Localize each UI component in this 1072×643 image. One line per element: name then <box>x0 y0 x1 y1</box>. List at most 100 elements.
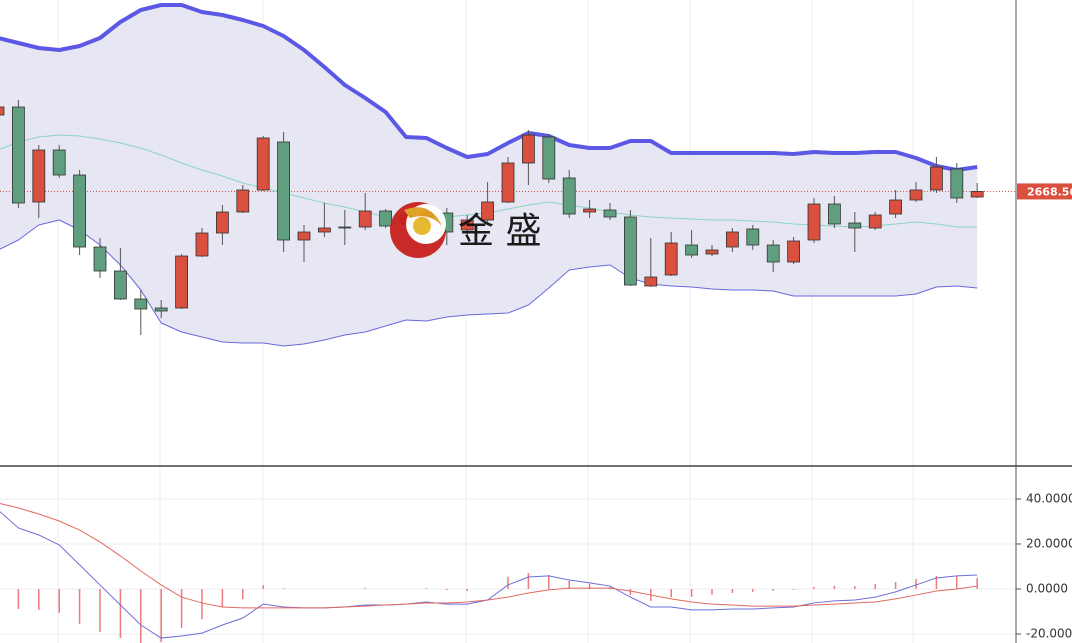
histogram-bar <box>262 585 264 589</box>
histogram-bar <box>792 588 795 590</box>
candle-body <box>32 149 46 203</box>
candle-body <box>501 162 515 203</box>
plot-area <box>0 3 1016 643</box>
histogram-bar <box>527 573 530 589</box>
candle-body <box>889 199 902 215</box>
candle-body <box>807 203 821 241</box>
candle-body <box>358 210 372 228</box>
candle-body <box>134 298 148 310</box>
histogram-bar <box>894 582 897 589</box>
histogram-bar <box>466 588 468 592</box>
candle-body <box>624 216 637 286</box>
histogram-bar <box>548 575 550 589</box>
candle-body <box>603 209 617 218</box>
candle-body <box>256 137 270 191</box>
candle-body <box>930 166 943 191</box>
candle-body <box>726 231 739 248</box>
candle-body <box>705 249 719 255</box>
logo-coin <box>413 217 431 235</box>
candle-body <box>542 136 556 180</box>
y-tick-label: 20.0000 <box>1026 536 1072 550</box>
histogram-bar <box>711 588 713 595</box>
histogram-bar <box>976 577 978 589</box>
histogram-bar <box>731 588 734 594</box>
macd-line <box>0 511 978 639</box>
histogram-bar <box>282 588 285 589</box>
candle-body <box>909 189 923 201</box>
histogram-bar <box>629 588 632 596</box>
histogram-bar <box>119 588 122 639</box>
histogram-bar <box>58 588 60 613</box>
histogram-bar <box>854 586 856 589</box>
axis-area: 2668.56 40.0000 20.0000 0.0000 -20.0000 <box>1016 183 1072 640</box>
candle-body <box>460 219 474 231</box>
band-fill <box>0 5 978 346</box>
band-line <box>0 3 978 172</box>
candle-body <box>828 203 841 225</box>
candle-body <box>93 246 107 272</box>
histogram-bar <box>507 576 509 589</box>
candle-body <box>154 307 168 312</box>
candle-body <box>195 232 209 257</box>
histogram-bar <box>956 575 958 589</box>
histogram-bar <box>588 583 591 589</box>
candle-body <box>562 177 576 215</box>
logo-swoosh <box>404 207 442 226</box>
candle-body <box>0 106 5 116</box>
histogram-bar <box>690 588 693 597</box>
candle-body <box>52 149 66 176</box>
histogram-bar <box>78 588 81 624</box>
candle-body <box>664 242 678 276</box>
candle-body <box>522 134 535 164</box>
candle-body <box>868 214 882 229</box>
histogram-bar <box>364 587 366 589</box>
last-price-label: 2668.56 <box>1027 185 1072 198</box>
candle-body <box>481 201 495 221</box>
candle-body <box>379 210 393 227</box>
histogram-bar <box>670 588 672 598</box>
candle-body <box>746 228 760 246</box>
histogram-bar <box>874 584 876 589</box>
candle-body <box>950 168 964 199</box>
candle-body <box>787 240 800 263</box>
candle-body <box>11 106 25 204</box>
macd-line <box>0 502 978 609</box>
y-tick-label: 40.0000 <box>1026 491 1072 505</box>
candle-body <box>73 174 86 248</box>
candle-body <box>766 244 780 263</box>
last-price-box <box>1017 183 1072 200</box>
histogram-bar <box>772 588 774 591</box>
candle-body <box>215 211 229 234</box>
histogram-bar <box>425 588 428 589</box>
histogram-bar <box>17 588 20 610</box>
candle-body <box>848 222 862 229</box>
histogram-bar <box>935 575 938 589</box>
histogram-bar <box>99 588 101 632</box>
candle-body <box>277 141 291 241</box>
histogram-bar <box>140 588 142 643</box>
candle-body <box>583 208 596 213</box>
histogram-bar <box>833 585 836 589</box>
band-line <box>0 219 978 347</box>
histogram-bar <box>752 588 754 592</box>
watermark: 金 盛 <box>390 202 541 258</box>
candle-body <box>970 191 984 198</box>
histogram-bar <box>180 588 183 628</box>
histogram-bar <box>915 578 917 589</box>
y-tick-label: 0.0000 <box>1026 581 1068 595</box>
candle-body <box>317 227 331 233</box>
histogram-bar <box>568 580 570 589</box>
y-tick-label: -20.0000 <box>1026 626 1072 640</box>
watermark-text: 金 盛 <box>458 211 541 252</box>
candle-body <box>297 231 311 241</box>
candle-body <box>644 276 658 287</box>
histogram-bar <box>242 588 244 600</box>
histogram-bar <box>813 586 815 589</box>
histogram-bar <box>38 588 40 610</box>
candle-body <box>175 255 189 309</box>
candle-body <box>114 270 127 300</box>
candle-body <box>338 226 352 229</box>
candle-body <box>236 189 250 213</box>
